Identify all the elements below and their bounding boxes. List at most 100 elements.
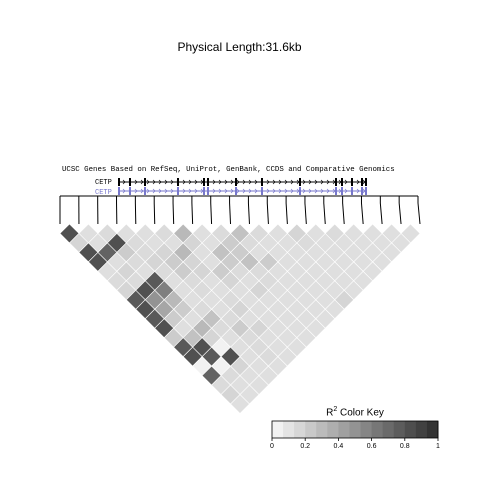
exon-mark [203,178,205,186]
strand-arrow [290,179,294,185]
color-key-swatch [360,421,373,438]
color-key-swatch [404,421,417,438]
strand-arrow [290,188,294,194]
strand-arrow [224,179,228,185]
exon-mark [177,178,179,186]
strand-arrow [248,188,252,194]
exon-mark [118,178,120,186]
snp-link-line [247,202,250,225]
strand-arrow [170,179,174,185]
strand-arrow [188,179,192,185]
strand-arrow [140,179,144,185]
snp-link-line [417,202,421,225]
strand-arrow [326,188,330,194]
strand-arrow [302,179,306,185]
exon-mark [335,187,337,195]
color-key-swatch [294,421,306,438]
strand-arrow [152,188,156,194]
color-key-swatch [371,421,384,438]
strand-arrow [170,188,174,194]
strand-arrow [134,179,138,185]
strand-arrow [242,179,246,185]
strand-arrow [284,179,288,185]
strand-arrow [146,179,150,185]
exon-mark [365,187,367,195]
plot-title: Physical Length:31.6kb [177,40,302,54]
color-key-border [271,420,439,439]
color-key-swatch [349,421,362,438]
snp-link-line [191,202,194,225]
exon-mark [261,187,263,195]
exon-mark [129,178,131,186]
snp-link-line [323,202,326,225]
gene-label-cetp-2: CETP [95,189,112,197]
color-key-swatch [393,421,406,438]
strand-arrow [254,188,258,194]
strand-arrow [122,179,126,185]
strand-arrow [242,188,246,194]
strand-arrow [344,179,348,185]
strand-arrow [320,179,324,185]
snp-link-line [172,202,175,225]
exon-mark [299,178,301,186]
exon-mark [299,187,301,195]
exon-mark [341,187,343,195]
gene-track-title: UCSC Genes Based on RefSeq, UniProt, Gen… [62,166,395,174]
exon-mark [361,178,363,186]
strand-arrow [356,179,360,185]
strand-arrow [158,179,162,185]
strand-arrow [320,188,324,194]
strand-arrow [272,188,276,194]
strand-arrow [272,179,276,185]
strand-arrow [134,188,138,194]
exon-mark [203,187,205,195]
color-key-tick-label: 0.4 [333,443,344,450]
exon-mark [261,178,263,186]
exon-mark [351,187,353,195]
strand-arrow [188,188,192,194]
strand-arrow [194,188,198,194]
color-key-swatch [283,421,295,438]
color-key-tick-label: 0.2 [300,443,311,450]
exon-mark [144,187,146,195]
exon-mark [207,178,209,186]
exon-mark [118,187,120,195]
exon-mark [361,187,363,195]
exon-mark [235,178,237,186]
color-key-tick-label: 1 [436,443,440,450]
exon-mark [365,178,367,186]
snp-link-line [285,202,288,225]
strand-arrow [158,188,162,194]
color-key-title: R2 Color Key [326,406,384,419]
strand-arrow [164,179,168,185]
exon-mark [144,178,146,186]
strand-arrow [266,188,270,194]
strand-arrow [230,179,234,185]
snp-link-line [304,202,307,225]
snp-link-line [266,202,269,225]
snp-link-line [153,202,156,225]
exon-mark [129,187,131,195]
gene-label-cetp-1: CETP [95,179,112,187]
color-key-swatch [327,421,339,438]
strand-arrow [266,179,270,185]
strand-arrow [152,179,156,185]
strand-arrow [248,179,252,185]
strand-arrow [254,179,258,185]
ld-cell [230,394,250,414]
color-key-swatch [272,421,284,438]
strand-arrow [314,188,318,194]
snp-link-line [398,202,402,225]
exon-mark [235,187,237,195]
color-key-swatch [316,421,328,438]
strand-arrow [230,188,234,194]
strand-arrow [212,179,216,185]
strand-arrow [314,179,318,185]
color-key-swatch [305,421,317,438]
color-key-swatch [415,421,428,438]
snp-link-line [360,202,364,225]
color-key-tick-label: 0 [270,443,274,450]
strand-arrow [278,188,282,194]
strand-arrow [182,179,186,185]
